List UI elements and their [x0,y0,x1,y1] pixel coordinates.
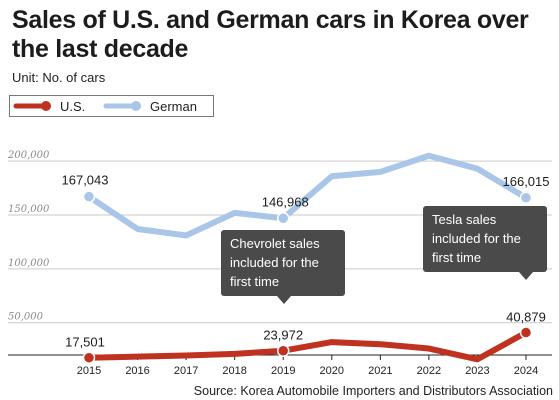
y-tick-label: 100,000 [8,258,50,269]
series-line-german [86,152,529,239]
x-tick-label: 2020 [320,365,344,377]
callout-box [423,206,547,272]
data-label: 17,501 [65,335,105,350]
data-label: 146,968 [262,194,309,209]
y-tick-label: 50,000 [8,312,44,323]
callout-text: first time [230,274,279,289]
callout-text: included for the [432,231,521,246]
unit-label: Unit: No. of cars [12,70,106,85]
y-axis-ticks: 50,000 100,000 150,000 200,000 [7,150,50,323]
callout-box [221,230,345,296]
callout-pointer [519,272,533,280]
source-note: Source: Korea Automobile Importers and D… [193,384,553,398]
legend: U.S. German [13,99,197,114]
data-point [82,351,96,364]
callout-text: Tesla sales [432,212,497,227]
legend-box [9,95,214,117]
data-point [276,344,290,357]
series-line-us [86,329,529,363]
callout-text: included for the [230,255,319,270]
x-tick-label: 2017 [174,365,198,377]
annotation-callout: Tesla sales included for the first time [423,206,547,280]
x-tick-label: 2018 [222,365,246,377]
data-label: 23,972 [263,328,303,343]
legend-label: U.S. [60,99,85,114]
callout-pointer [277,296,291,304]
x-tick-label: 2021 [368,365,392,377]
data-label: 167,043 [62,173,109,188]
data-point [519,326,533,339]
series-layer [82,152,533,364]
data-point [519,191,533,205]
data-point [276,212,290,225]
y-tick-label: 200,000 [7,150,50,161]
x-tick-label: 2015 [77,365,101,377]
data-label: 40,879 [506,310,546,325]
annotation-callout: Chevrolet sales included for the first tim… [221,230,345,304]
callout-text: first time [432,250,481,265]
x-tick-label: 2022 [417,365,441,377]
callout-text: Chevrolet sales [230,236,320,251]
data-point [82,190,96,203]
data-label: 166,015 [503,174,550,189]
x-tick-label: 2019 [271,365,295,377]
x-tick-label: 2023 [465,365,489,377]
data-labels-layer: 17,501 23,972 40,879 167,043 146,968 166,015 [62,173,550,350]
x-tick-label: 2016 [125,365,149,377]
legend-label: German [150,99,197,114]
x-tick-label: 2024 [514,365,538,377]
legend-swatch-dot [131,101,141,111]
chart-title: Sales of U.S. and German cars in Korea o… [12,6,529,63]
y-tick-label: 150,000 [8,204,50,215]
legend-swatch-dot [41,101,51,111]
annotations-layer: Chevrolet sales included for the first tim… [221,206,547,304]
